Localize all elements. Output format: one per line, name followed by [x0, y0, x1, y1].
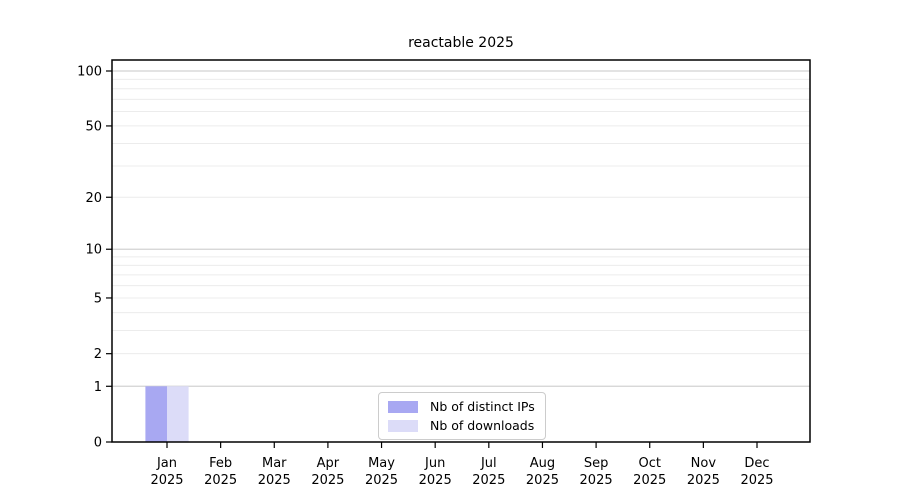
bar-distinct-ips — [145, 386, 167, 442]
x-tick-label-month: Dec — [744, 456, 769, 471]
y-tick-label: 50 — [85, 119, 102, 134]
x-tick-label-year: 2025 — [258, 473, 291, 488]
x-tick-label-month: Sep — [584, 456, 609, 471]
x-tick-label-year: 2025 — [633, 473, 666, 488]
x-tick-label-month: Jan — [156, 456, 177, 471]
x-tick-label-year: 2025 — [687, 473, 720, 488]
x-tick-label-year: 2025 — [472, 473, 505, 488]
x-tick-label-year: 2025 — [740, 473, 773, 488]
x-tick-label-year: 2025 — [150, 473, 183, 488]
legend-item-downloads: Nb of downloads — [388, 418, 535, 433]
x-tick-label-month: Feb — [209, 456, 232, 471]
x-tick-label-year: 2025 — [311, 473, 344, 488]
legend: Nb of distinct IPs Nb of downloads — [378, 392, 546, 440]
y-tick-label: 100 — [77, 65, 102, 80]
x-tick-label-month: Apr — [317, 456, 340, 471]
x-tick-label-month: Nov — [691, 456, 717, 471]
x-tick-label-month: Oct — [638, 456, 660, 471]
y-tick-label: 5 — [94, 291, 102, 306]
x-tick-label-month: Aug — [530, 456, 555, 471]
y-tick-label: 0 — [94, 436, 102, 451]
legend-label-downloads: Nb of downloads — [430, 418, 535, 433]
legend-item-distinct-ips: Nb of distinct IPs — [388, 399, 535, 414]
x-tick-label-month: May — [368, 456, 395, 471]
legend-swatch-distinct-ips — [388, 400, 418, 413]
x-tick-label-year: 2025 — [526, 473, 559, 488]
chart-title: reactable 2025 — [408, 35, 514, 51]
y-tick-label: 1 — [94, 380, 102, 395]
y-tick-label: 20 — [85, 191, 102, 206]
y-tick-label: 2 — [94, 347, 102, 362]
x-tick-label-month: Jul — [480, 456, 497, 471]
legend-label-distinct-ips: Nb of distinct IPs — [430, 399, 535, 414]
x-tick-label-year: 2025 — [419, 473, 452, 488]
legend-swatch-downloads — [388, 419, 418, 432]
x-tick-label-year: 2025 — [580, 473, 613, 488]
axes-frame — [111, 59, 811, 443]
x-tick-label-year: 2025 — [204, 473, 237, 488]
x-tick-label-month: Jun — [424, 456, 445, 471]
bar-downloads — [167, 386, 189, 442]
y-tick-label: 10 — [85, 243, 102, 258]
x-tick-label-year: 2025 — [365, 473, 398, 488]
x-tick-label-month: Mar — [262, 456, 287, 471]
